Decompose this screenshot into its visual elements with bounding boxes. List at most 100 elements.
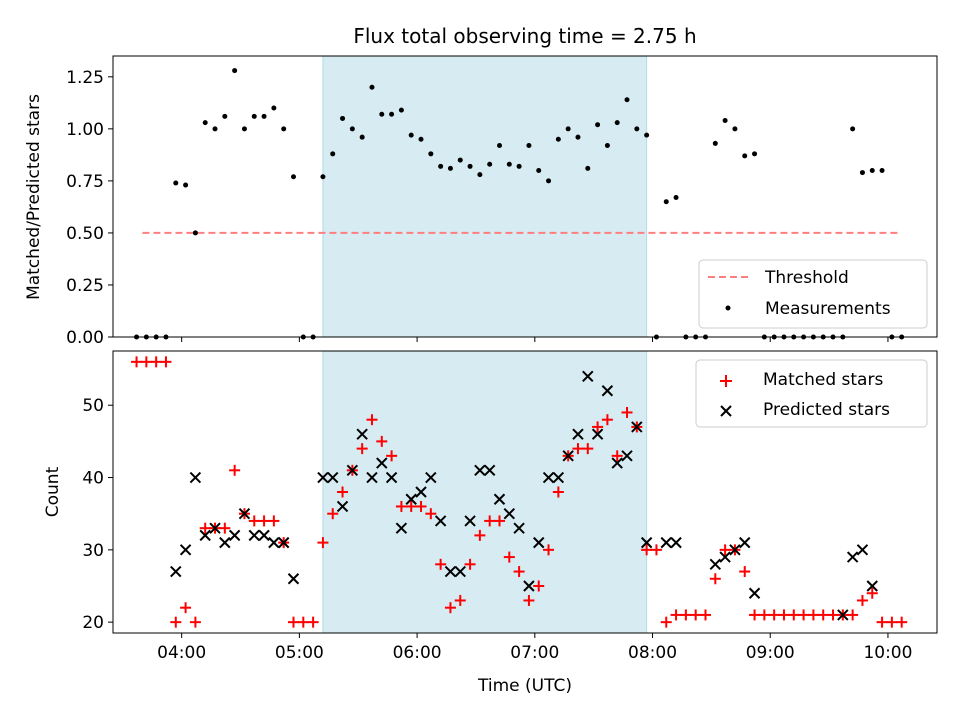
- x-b: [866, 580, 878, 592]
- matched-star-point: [533, 580, 545, 592]
- matched-star-point: [307, 616, 319, 628]
- y-tick-label: 0.00: [66, 328, 104, 348]
- matched-star-point: [827, 609, 839, 621]
- x-b: [444, 565, 457, 578]
- predicted-star-point: [533, 536, 545, 549]
- measurement-point: [222, 113, 228, 119]
- top-panel: 0.00 0.25 0.50 0.75 1.00 1.25 Matched/Predict…: [24, 55, 938, 348]
- measurement-point: [320, 174, 326, 180]
- measurement-point: [614, 120, 620, 126]
- measurement-point: [732, 126, 738, 132]
- measurement-point: [516, 163, 522, 169]
- x-b: [464, 515, 476, 527]
- measurement-point: [408, 132, 414, 138]
- predicted-star-point: [562, 450, 574, 462]
- x-b: [503, 507, 516, 520]
- measurement-point: [340, 115, 346, 121]
- matched-star-point: [660, 616, 672, 628]
- measurement-point: [546, 178, 552, 184]
- measurement-point: [467, 163, 473, 169]
- x-b: [405, 493, 417, 505]
- matched-star-point: [611, 450, 623, 462]
- x-b: [268, 536, 280, 549]
- measurement-point: [752, 151, 758, 157]
- x-tick-label: 08:00: [628, 643, 677, 663]
- measurement-point: [261, 113, 267, 119]
- x-b: [385, 471, 398, 484]
- x-b: [846, 551, 859, 563]
- matched-star-point: [798, 609, 810, 621]
- x-tick-label: 05:00: [275, 643, 324, 663]
- matched-star-point: [592, 421, 604, 433]
- matched-star-point: [552, 486, 564, 498]
- x-b: [856, 544, 869, 556]
- x-b: [189, 471, 202, 484]
- matched-star-point: [896, 616, 908, 628]
- matched-star-point: [317, 537, 329, 549]
- predicted-star-point: [248, 529, 260, 542]
- x-tick-label: 07:00: [510, 643, 559, 663]
- matched-star-point: [366, 414, 378, 426]
- measurement-point: [644, 132, 650, 138]
- matched-star-point: [415, 500, 427, 512]
- x-b: [748, 587, 761, 599]
- matched-star-point: [709, 573, 721, 585]
- predicted-star-point: [444, 565, 457, 578]
- x-b: [219, 536, 231, 549]
- measurement-point: [359, 134, 365, 140]
- y-tick-label: 20: [82, 613, 104, 633]
- predicted-star-point: [385, 471, 398, 484]
- matched-star-point: [484, 515, 496, 527]
- x-b: [454, 565, 466, 578]
- predicted-star-point: [219, 536, 231, 549]
- predicted-star-point: [709, 558, 722, 571]
- predicted-star-point: [748, 587, 761, 599]
- predicted-star-point: [170, 565, 182, 578]
- predicted-star-point: [503, 507, 516, 520]
- predicted-star-point: [209, 522, 221, 534]
- bottom-axes-frame: [112, 350, 938, 634]
- matched-star-point: [170, 616, 182, 628]
- matched-star-point: [464, 558, 476, 570]
- predicted-star-point: [611, 457, 623, 469]
- y-tick-label: 40: [82, 469, 104, 489]
- matched-star-point: [847, 609, 859, 621]
- x-axis-label: Time (UTC): [477, 676, 572, 696]
- predicted-star-point: [346, 464, 359, 477]
- predicted-star-point: [317, 471, 329, 484]
- x-b: [287, 573, 300, 585]
- measurement-point: [487, 161, 493, 167]
- matched-star-point: [621, 406, 633, 418]
- measurement-point: [349, 126, 355, 132]
- x-b: [248, 529, 260, 542]
- predicted-star-point: [601, 385, 614, 397]
- x-b: [474, 464, 486, 477]
- y-tick-label: 1.00: [66, 120, 104, 140]
- bottom-x-axis: 04:00 05:00 06:00 07:00 08:00 09:00 10:00: [157, 633, 912, 663]
- predicted-star-point: [591, 428, 604, 440]
- top-legend-box: [698, 259, 928, 329]
- matched-star-point: [454, 594, 466, 606]
- matched-star-point: [258, 515, 270, 527]
- matched-star-point: [856, 594, 868, 606]
- matched-star-point: [788, 609, 800, 621]
- matched-star-point: [680, 609, 692, 621]
- matched-star-point: [493, 515, 505, 527]
- matched-star-point: [758, 609, 770, 621]
- bottom-y-axis: 20 30 40 50: [82, 396, 113, 633]
- y-tick-label: 30: [82, 541, 104, 561]
- matched-star-point: [386, 450, 398, 462]
- measurement-point: [428, 151, 434, 157]
- matched-star-point: [140, 356, 152, 368]
- x-b: [611, 457, 623, 469]
- x-b: [631, 421, 643, 433]
- y-tick-label: 0.75: [66, 172, 104, 192]
- bottom-shaded-interval: [322, 350, 648, 634]
- matched-star-point: [474, 529, 486, 541]
- measurement-point: [712, 140, 718, 146]
- matched-star-point: [268, 515, 280, 527]
- predicted-star-point: [866, 580, 878, 592]
- matched-star-point: [189, 616, 201, 628]
- matched-star-point: [543, 544, 555, 556]
